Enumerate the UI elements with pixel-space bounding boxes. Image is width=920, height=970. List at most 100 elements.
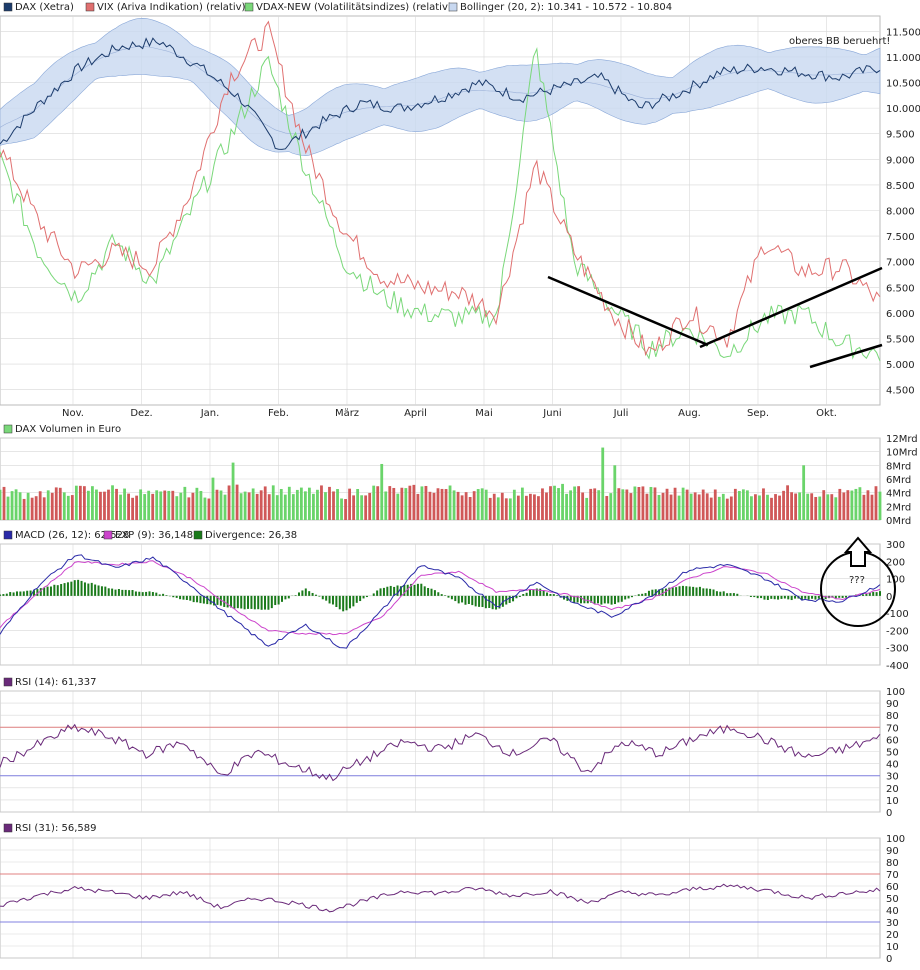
volume-bar bbox=[46, 490, 50, 520]
divergence-bar bbox=[780, 595, 783, 599]
volume-bar bbox=[766, 494, 769, 520]
bollinger-band bbox=[0, 18, 881, 156]
volume-bar bbox=[553, 485, 556, 520]
volume-bar bbox=[26, 492, 30, 520]
divergence-bar bbox=[90, 582, 93, 596]
volume-bar bbox=[838, 488, 842, 520]
volume-bar bbox=[733, 488, 737, 520]
volume-bar bbox=[420, 486, 424, 520]
volume-bar bbox=[412, 484, 416, 520]
divergence-bar bbox=[542, 590, 545, 596]
volume-bar bbox=[697, 494, 701, 520]
divergence-bar bbox=[498, 595, 501, 609]
volume-bar bbox=[119, 494, 122, 520]
volume-bar bbox=[267, 494, 271, 520]
divergence-bar bbox=[202, 595, 205, 604]
divergence-bar bbox=[753, 595, 756, 598]
divergence-bar bbox=[525, 592, 528, 596]
volume-bar bbox=[625, 489, 629, 520]
volume-bar bbox=[846, 490, 850, 520]
volume-bar bbox=[621, 489, 625, 520]
volume-bar bbox=[42, 497, 46, 520]
divergence-bar bbox=[641, 593, 644, 596]
divergence-bar bbox=[281, 595, 284, 602]
volume-legend: DAX Volumen in Euro bbox=[3, 424, 121, 435]
volume-bar bbox=[38, 491, 42, 520]
volume-bar bbox=[858, 487, 862, 520]
divergence-bar bbox=[107, 588, 110, 596]
rsi14-y-tick: 0 bbox=[886, 808, 892, 819]
divergence-bar bbox=[124, 589, 127, 596]
divergence-bar bbox=[627, 595, 630, 599]
volume-bar bbox=[34, 496, 38, 520]
volume-bar bbox=[255, 493, 259, 520]
divergence-bar bbox=[518, 595, 521, 597]
legend-macd: MACD (26, 12): 62,528 bbox=[15, 530, 129, 541]
volume-bar bbox=[147, 490, 151, 520]
price-x-tick: Aug. bbox=[678, 408, 701, 419]
divergence-bar bbox=[393, 586, 396, 596]
rsi14-y-tick: 30 bbox=[886, 772, 899, 783]
volume-bar bbox=[54, 487, 58, 520]
volume-bar bbox=[629, 493, 633, 520]
divergence-bar bbox=[213, 595, 216, 606]
volume-bar bbox=[155, 490, 159, 520]
divergence-bar bbox=[77, 579, 80, 596]
divergence-bar bbox=[382, 587, 385, 596]
divergence-bar bbox=[185, 595, 188, 601]
macd-y-tick: 0 bbox=[886, 592, 892, 603]
volume-bar bbox=[227, 485, 231, 520]
volume-bar bbox=[782, 490, 785, 520]
price-y-tick: 9.000 bbox=[886, 155, 915, 166]
volume-bar bbox=[303, 491, 307, 520]
rsi31-y-tick: 100 bbox=[886, 834, 905, 845]
volume-bar bbox=[139, 489, 143, 520]
divergence-bar bbox=[522, 594, 525, 596]
volume-bar bbox=[802, 465, 806, 520]
volume-bar bbox=[78, 485, 82, 520]
price-y-tick: 7.500 bbox=[886, 232, 915, 243]
divergence-bar bbox=[179, 595, 182, 600]
divergence-bar bbox=[345, 595, 348, 611]
divergence-bar bbox=[658, 589, 661, 596]
divergence-bar bbox=[630, 595, 633, 598]
volume-bar bbox=[207, 498, 211, 520]
volume-bar bbox=[669, 494, 673, 520]
volume-bar bbox=[352, 495, 356, 520]
trendline-low bbox=[809, 343, 883, 369]
volume-bar bbox=[396, 493, 400, 520]
rsi14-y-tick: 90 bbox=[886, 699, 899, 710]
volume-bar bbox=[653, 487, 657, 520]
divergence-bar bbox=[46, 586, 49, 596]
volume-bar bbox=[175, 496, 179, 520]
legend-swatch-exp bbox=[103, 530, 113, 540]
divergence-bar bbox=[372, 593, 375, 596]
volume-bar bbox=[649, 486, 653, 520]
divergence-bar bbox=[155, 592, 158, 596]
divergence-bar bbox=[287, 595, 290, 599]
divergence-bar bbox=[824, 595, 827, 600]
divergence-bar bbox=[396, 585, 399, 596]
volume-bar bbox=[203, 497, 207, 520]
volume-bar bbox=[356, 489, 360, 520]
divergence-bar bbox=[644, 593, 647, 596]
divergence-bar bbox=[437, 592, 440, 596]
price-legend: DAX (Xetra) VIX (Ariva Indikation) (rela… bbox=[3, 2, 672, 13]
legend-dax: DAX (Xetra) bbox=[15, 2, 74, 13]
divergence-bar bbox=[865, 594, 868, 596]
rsi31-y-tick: 80 bbox=[886, 858, 899, 869]
price-x-tick: Dez. bbox=[130, 408, 152, 419]
volume-bar bbox=[211, 477, 215, 520]
divergence-bar bbox=[722, 591, 725, 596]
volume-bar bbox=[826, 494, 830, 520]
divergence-bar bbox=[450, 595, 453, 600]
divergence-bar bbox=[845, 595, 848, 598]
price-x-tick: Nov. bbox=[62, 408, 84, 419]
divergence-bar bbox=[87, 583, 90, 596]
divergence-bar bbox=[695, 587, 698, 596]
divergence-bar bbox=[433, 590, 436, 596]
volume-bar bbox=[179, 492, 183, 520]
price-y-tick: 10.500 bbox=[886, 79, 920, 90]
volume-bar bbox=[557, 488, 560, 520]
volume-bar bbox=[577, 486, 581, 520]
